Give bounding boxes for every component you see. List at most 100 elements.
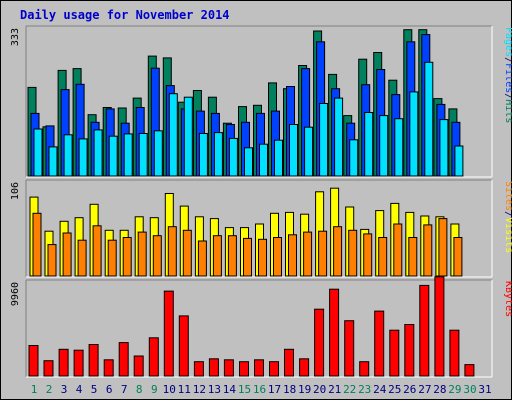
visits-sites-panel: 106 Sites/Visits (10, 179, 512, 278)
bar-kbytes-day-28 (434, 276, 445, 377)
x-tick-label-20: 20 (313, 383, 326, 396)
x-tick-label-10: 10 (163, 383, 176, 396)
right-legend: Sites/Visits (503, 181, 512, 253)
legend-sites: Sites (503, 181, 512, 211)
bar-kbytes-day-19 (299, 358, 310, 377)
x-tick-label-23: 23 (358, 383, 371, 396)
legend-separator: / (503, 57, 512, 63)
y-max-label: 9960 (10, 282, 21, 306)
x-tick-label-14: 14 (223, 383, 237, 396)
bar-sites-day-27 (423, 224, 433, 277)
legend-visits: Visits (503, 217, 512, 253)
bar-kbytes-day-6 (103, 359, 114, 377)
bar-pages-day-17 (274, 139, 283, 177)
legend-hits: Hits (503, 99, 512, 123)
x-tick-label-1: 1 (31, 383, 38, 396)
bar-sites-day-19 (303, 231, 313, 277)
bar-pages-day-4 (78, 138, 88, 177)
x-tick-label-6: 6 (106, 383, 113, 396)
bar-pages-day-18 (289, 124, 298, 177)
bar-pages-day-20 (319, 103, 329, 177)
y-max-label: 106 (10, 182, 21, 200)
bar-sites-day-15 (243, 237, 252, 277)
bar-sites-day-21 (333, 226, 343, 277)
bar-kbytes-day-3 (58, 348, 69, 377)
bar-kbytes-day-2 (43, 360, 54, 377)
bar-pages-day-1 (33, 128, 43, 177)
bar-sites-day-3 (62, 232, 72, 277)
bar-kbytes-day-25 (389, 329, 400, 377)
bar-sites-day-25 (393, 223, 403, 277)
legend-files: Files (503, 63, 512, 93)
bar-pages-day-25 (394, 118, 404, 177)
bar-sites-day-20 (318, 230, 328, 277)
x-tick-label-16: 16 (253, 383, 266, 396)
x-tick-label-18: 18 (283, 383, 296, 396)
bar-kbytes-day-15 (239, 361, 249, 377)
x-tick-label-8: 8 (136, 383, 143, 396)
x-tick-label-9: 9 (151, 383, 158, 396)
bar-pages-day-19 (304, 126, 314, 177)
x-tick-label-4: 4 (76, 383, 83, 396)
bar-pages-day-12 (198, 133, 208, 177)
x-tick-label-3: 3 (61, 383, 68, 396)
bar-sites-day-22 (348, 229, 358, 277)
bar-pages-day-16 (259, 143, 268, 177)
bar-kbytes-day-30 (464, 364, 475, 377)
bar-sites-day-11 (182, 229, 192, 277)
x-tick-label-27: 27 (418, 383, 431, 396)
bar-kbytes-day-22 (344, 320, 355, 377)
bar-pages-day-5 (93, 129, 103, 177)
x-tick-label-21: 21 (328, 383, 341, 396)
x-tick-label-30: 30 (463, 383, 476, 396)
x-tick-label-28: 28 (433, 383, 446, 396)
bar-sites-day-2 (47, 244, 57, 277)
bar-pages-day-7 (123, 133, 133, 177)
x-tick-label-17: 17 (268, 383, 281, 396)
bar-pages-day-11 (183, 96, 193, 177)
bar-pages-day-10 (168, 93, 178, 177)
bar-kbytes-day-8 (133, 355, 144, 377)
bar-sites-day-9 (152, 235, 162, 277)
bar-kbytes-day-13 (208, 358, 219, 377)
bar-pages-day-8 (138, 133, 148, 177)
bar-kbytes-day-18 (284, 348, 294, 377)
bar-sites-day-4 (77, 239, 87, 277)
bar-pages-day-29 (454, 145, 464, 177)
x-tick-label-5: 5 (91, 383, 98, 396)
bar-sites-day-1 (32, 212, 42, 277)
bar-pages-day-28 (439, 119, 449, 177)
bar-sites-day-5 (92, 225, 102, 277)
bar-pages-day-14 (228, 137, 238, 177)
bar-sites-day-6 (107, 239, 117, 277)
bar-kbytes-day-23 (359, 361, 370, 377)
bar-pages-day-15 (244, 147, 253, 177)
bar-pages-day-2 (48, 146, 58, 177)
x-tick-label-12: 12 (193, 383, 206, 396)
bar-pages-day-13 (213, 132, 223, 177)
bar-sites-day-8 (137, 231, 147, 277)
bar-kbytes-day-7 (118, 342, 129, 377)
x-tick-label-22: 22 (343, 383, 356, 396)
bar-kbytes-day-26 (404, 324, 415, 377)
x-axis-labels: 1 2 3 4 5 6 7 8 9 10 11 12 13 14 15 16 17 18 19 20 21 22 23 24 2… (31, 383, 492, 396)
bar-kbytes-day-17 (269, 361, 279, 377)
x-tick-label-11: 11 (178, 383, 191, 396)
legend-kbytes: KBytes (503, 281, 512, 317)
bar-kbytes-day-4 (73, 349, 84, 377)
bar-sites-day-12 (197, 240, 207, 277)
bar-pages-day-27 (424, 61, 434, 177)
legend-pages: Pages (503, 27, 512, 57)
bar-pages-day-3 (63, 134, 73, 177)
bar-sites-day-18 (288, 234, 297, 277)
bar-kbytes-day-21 (329, 288, 340, 377)
right-legend: Pages/Files/Hits (503, 27, 512, 123)
bar-kbytes-day-11 (178, 315, 189, 377)
bar-sites-day-24 (378, 237, 388, 277)
bar-pages-day-24 (379, 115, 389, 177)
bar-sites-day-28 (438, 218, 448, 277)
bar-kbytes-day-1 (28, 345, 39, 377)
bar-pages-day-21 (334, 97, 344, 177)
x-tick-label-2: 2 (46, 383, 53, 396)
